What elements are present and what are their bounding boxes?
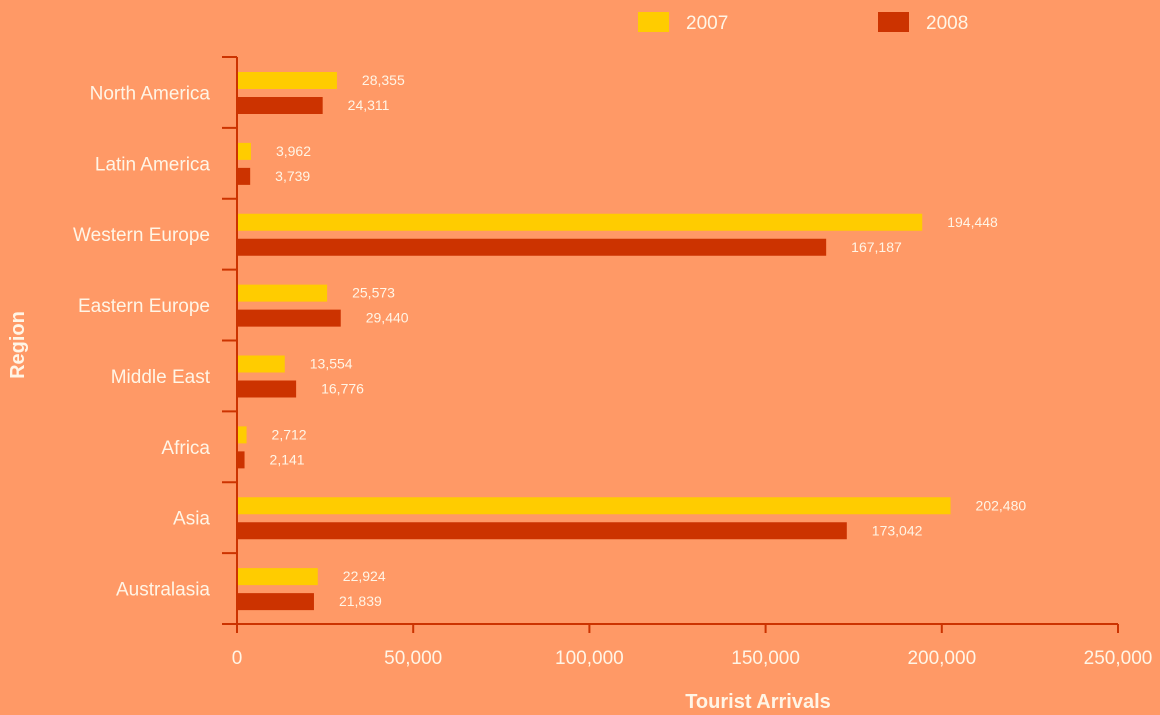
category-label-asia: Asia (173, 509, 210, 530)
category-label-north-america: North America (90, 83, 211, 104)
data-label-asia-2007: 202,480 (976, 497, 1027, 513)
data-label-western-europe-2008: 167,187 (851, 239, 902, 255)
data-label-western-europe-2007: 194,448 (947, 214, 998, 230)
bar-latin-america-2007 (237, 142, 251, 160)
data-label-latin-america-2008: 3,739 (275, 168, 310, 184)
data-label-australasia-2007: 22,924 (343, 568, 386, 584)
legend-swatch-2007 (638, 12, 669, 32)
category-label-middle-east: Middle East (111, 367, 211, 388)
bar-middle-east-2007 (237, 355, 285, 373)
bar-africa-2007 (237, 426, 247, 444)
category-label-africa: Africa (161, 438, 210, 459)
bar-eastern-europe-2008 (237, 309, 341, 327)
legend-swatch-2008 (878, 12, 909, 32)
data-label-latin-america-2007: 3,962 (276, 143, 311, 159)
category-label-australasia: Australasia (116, 580, 210, 601)
chart-marks: 28,355 24,311 3,962 3,739 194,448 167,187 25,5… (237, 72, 1027, 611)
x-tick-label: 50,000 (384, 648, 442, 669)
bar-asia-2007 (237, 497, 951, 515)
data-label-asia-2008: 173,042 (872, 522, 923, 538)
x-tick-label: 250,000 (1084, 648, 1153, 669)
bar-australasia-2008 (237, 593, 314, 611)
bar-north-america-2007 (237, 72, 337, 89)
bar-asia-2008 (237, 522, 847, 540)
x-tick-label: 0 (232, 648, 243, 669)
bar-eastern-europe-2007 (237, 284, 328, 302)
bar-western-europe-2008 (237, 238, 827, 256)
category-label-latin-america: Latin America (95, 154, 211, 175)
data-label-middle-east-2007: 13,554 (310, 356, 353, 372)
bar-latin-america-2008 (237, 167, 251, 185)
x-tick-label: 100,000 (555, 648, 624, 669)
legend-label-2007: 2007 (686, 13, 728, 34)
data-label-eastern-europe-2007: 25,573 (352, 285, 395, 301)
data-label-africa-2007: 2,712 (272, 426, 307, 442)
data-label-north-america-2007: 28,355 (362, 72, 405, 88)
data-label-middle-east-2008: 16,776 (321, 381, 364, 397)
x-tick-label: 200,000 (907, 648, 976, 669)
bar-western-europe-2007 (237, 213, 923, 231)
data-label-north-america-2008: 24,311 (348, 97, 390, 113)
bar-middle-east-2008 (237, 380, 297, 398)
x-tick-label: 150,000 (731, 648, 800, 669)
category-label-western-europe: Western Europe (73, 225, 210, 246)
bar-australasia-2007 (237, 568, 318, 586)
data-label-eastern-europe-2008: 29,440 (366, 310, 409, 326)
x-axis-title: Tourist Arrivals (685, 691, 831, 713)
bar-north-america-2008 (237, 97, 323, 114)
data-label-australasia-2008: 21,839 (339, 593, 382, 609)
chart-axes: North America Latin America Western Europe… (73, 56, 1153, 669)
category-label-eastern-europe: Eastern Europe (78, 296, 210, 317)
bar-africa-2008 (237, 451, 245, 469)
data-label-africa-2008: 2,141 (270, 451, 305, 467)
y-axis-title: Region (7, 311, 29, 379)
legend-label-2008: 2008 (926, 13, 968, 34)
legend: 2007 2008 (638, 12, 968, 34)
